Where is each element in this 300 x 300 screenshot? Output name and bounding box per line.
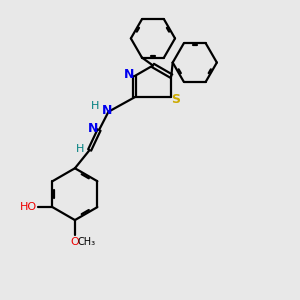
Text: H: H	[76, 143, 84, 154]
Text: H: H	[91, 101, 99, 111]
Text: O: O	[70, 237, 79, 247]
Text: HO: HO	[20, 202, 37, 212]
Text: S: S	[171, 93, 180, 106]
Text: CH₃: CH₃	[77, 237, 95, 247]
Text: N: N	[124, 68, 134, 81]
Text: N: N	[102, 104, 112, 117]
Text: N: N	[87, 122, 98, 135]
